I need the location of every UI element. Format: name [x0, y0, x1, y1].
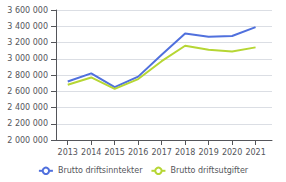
svg-text:2019: 2019: [198, 148, 218, 157]
svg-text:2 200 000: 2 200 000: [7, 119, 48, 128]
svg-text:2017: 2017: [151, 148, 171, 157]
svg-text:2014: 2014: [81, 148, 101, 157]
svg-text:Brutto driftsutgifter: Brutto driftsutgifter: [170, 166, 248, 175]
svg-text:2 800 000: 2 800 000: [7, 71, 48, 80]
svg-text:2020: 2020: [222, 148, 242, 157]
svg-text:2021: 2021: [245, 148, 265, 157]
svg-text:3 200 000: 3 200 000: [7, 38, 48, 47]
svg-text:2 000 000: 2 000 000: [7, 136, 48, 145]
svg-text:3 600 000: 3 600 000: [7, 6, 48, 15]
svg-text:2016: 2016: [128, 148, 148, 157]
svg-text:2015: 2015: [105, 148, 125, 157]
svg-text:2018: 2018: [175, 148, 195, 157]
svg-text:3 000 000: 3 000 000: [7, 54, 48, 63]
svg-text:2013: 2013: [58, 148, 78, 157]
svg-text:2 600 000: 2 600 000: [7, 87, 48, 96]
svg-text:3 400 000: 3 400 000: [7, 22, 48, 31]
svg-text:Brutto driftsinntekter: Brutto driftsinntekter: [58, 166, 143, 175]
svg-text:2 400 000: 2 400 000: [7, 103, 48, 112]
